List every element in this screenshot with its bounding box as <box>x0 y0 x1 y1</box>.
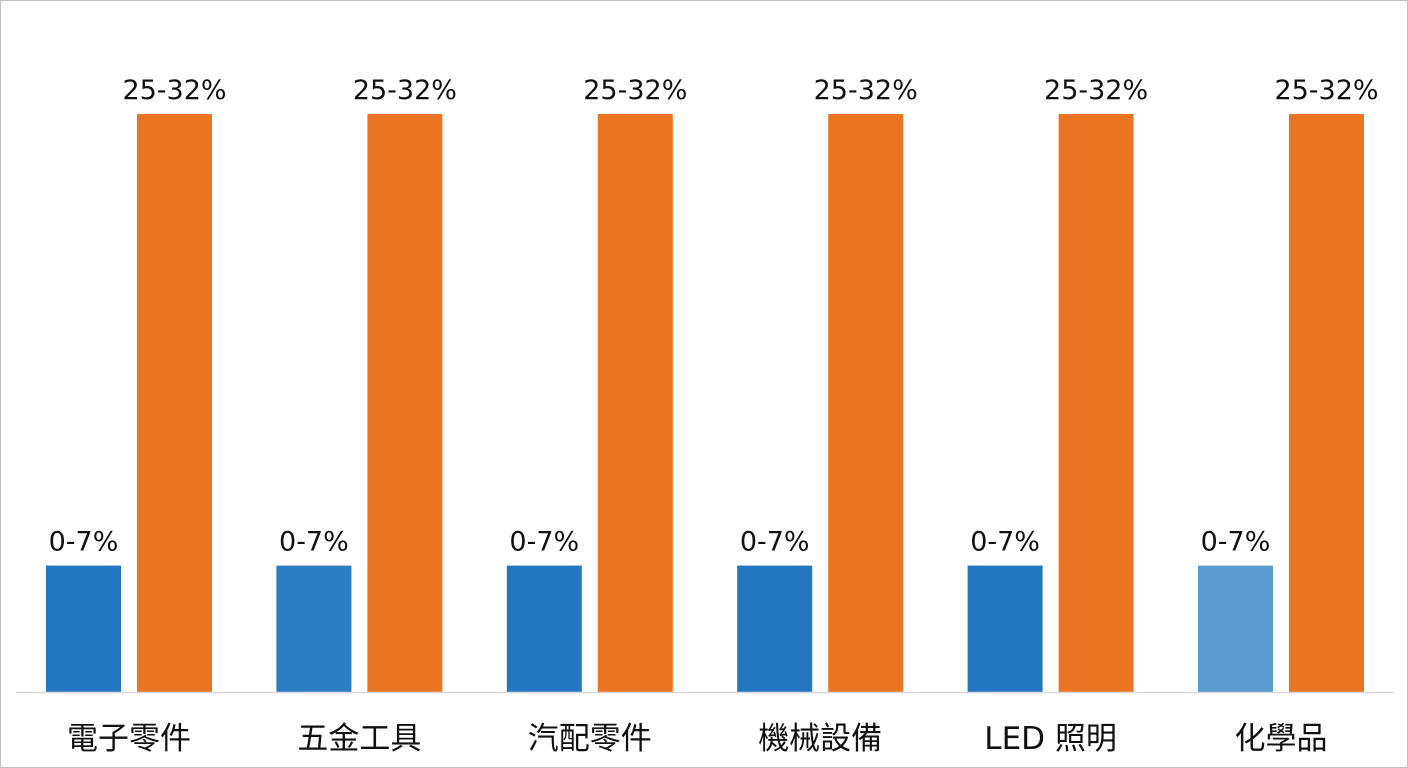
data-label-series2-6: 25-32% <box>1274 75 1378 106</box>
bar-series2-1 <box>137 114 212 692</box>
data-label-series2-5: 25-32% <box>1044 75 1148 106</box>
data-label-series1-4: 0-7% <box>740 527 810 558</box>
category-label-1: 電子零件 <box>67 721 191 757</box>
bar-series2-5 <box>1058 114 1134 692</box>
data-label-series1-1: 0-7% <box>49 527 119 558</box>
data-label-series2-1: 25-32% <box>122 75 226 106</box>
bar-series1-3 <box>506 565 582 692</box>
data-label-series1-5: 0-7% <box>970 527 1040 558</box>
data-label-series1-6: 0-7% <box>1201 527 1271 558</box>
data-label-series1-2: 0-7% <box>279 527 349 558</box>
bar-series1-6 <box>1198 565 1273 692</box>
bar-series1-1 <box>46 565 121 692</box>
bar-series2-2 <box>367 114 443 692</box>
category-label-3: 汽配零件 <box>528 721 652 757</box>
bar-series1-2 <box>276 565 352 692</box>
bar-series2-3 <box>597 114 673 692</box>
bar-series2-4 <box>828 114 904 692</box>
data-label-series2-2: 25-32% <box>353 75 457 106</box>
bar-series1-4 <box>737 565 813 692</box>
bar-series2-6 <box>1289 114 1364 692</box>
category-label-2: 五金工具 <box>297 721 421 757</box>
category-label-5: LED 照明 <box>984 721 1117 757</box>
bar-series1-5 <box>967 565 1043 692</box>
category-label-4: 機械設備 <box>758 721 882 757</box>
data-label-series1-3: 0-7% <box>509 527 579 558</box>
data-label-series2-4: 25-32% <box>814 75 918 106</box>
data-label-series2-3: 25-32% <box>583 75 687 106</box>
category-label-6: 化學品 <box>1235 721 1328 757</box>
